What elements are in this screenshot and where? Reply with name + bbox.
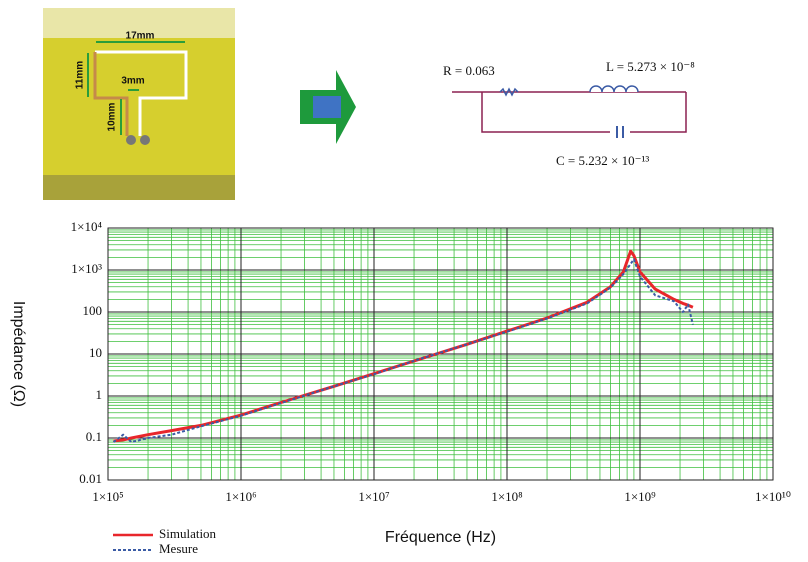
antenna-photo: 17mm 11mm 3mm 10mm: [43, 8, 235, 200]
resistor: [499, 87, 519, 97]
arrow-center: [313, 96, 341, 118]
capacitor-gap: [610, 126, 630, 138]
connector: [126, 135, 136, 145]
connector: [140, 135, 150, 145]
wire: [481, 92, 687, 133]
y-tick-label: 1: [96, 387, 103, 402]
series-line: [112, 258, 694, 444]
inductance-label: L = 5.273 × 10⁻⁸: [606, 59, 695, 74]
dimension-label: 10mm: [107, 102, 118, 131]
y-tick-label: 0.1: [86, 429, 102, 444]
dimension-label: 11mm: [75, 61, 86, 89]
resistance-label: R = 0.063: [443, 63, 495, 78]
circuit: R = 0.063 L = 5.273 × 10⁻⁸ C = 5.232 × 1…: [443, 59, 695, 168]
x-tick-label: 1×10¹⁰: [755, 489, 791, 504]
dimension-label: 17mm: [126, 31, 155, 42]
y-tick-label: 0.01: [79, 471, 102, 486]
x-tick-label: 1×10⁷: [358, 489, 389, 504]
y-tick-label: 100: [83, 303, 103, 318]
y-tick-label: 1×10⁴: [71, 219, 103, 234]
dimension-label: 3mm: [121, 76, 144, 87]
photo-top: [43, 8, 235, 38]
y-axis-label: Impédance (Ω): [10, 301, 27, 407]
inductor: [589, 85, 639, 93]
y-tick-label: 1×10³: [71, 261, 102, 276]
legend-label: Simulation: [159, 526, 217, 541]
antenna-trace: [93, 52, 129, 136]
legend-label: Mesure: [159, 541, 198, 556]
photo-bottom: [43, 175, 235, 200]
x-tick-label: 1×10⁵: [92, 489, 123, 504]
capacitance-label: C = 5.232 × 10⁻¹³: [556, 153, 649, 168]
y-tick-label: 10: [89, 345, 102, 360]
antenna-trace: [95, 50, 188, 136]
x-tick-label: 1×10⁶: [225, 489, 256, 504]
x-tick-label: 1×10⁸: [491, 489, 523, 504]
x-axis-label: Fréquence (Hz): [385, 529, 496, 546]
x-tick-label: 1×10⁹: [624, 489, 656, 504]
